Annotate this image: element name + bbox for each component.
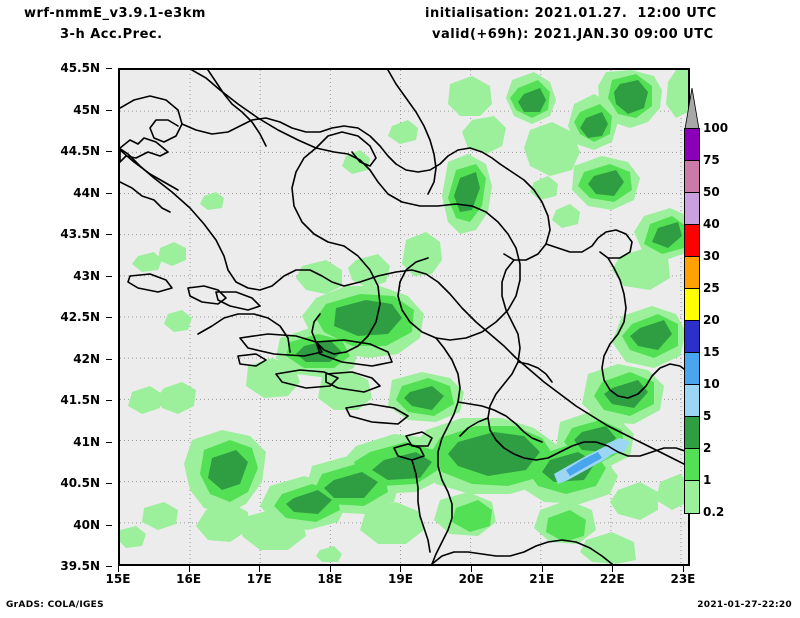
colorbar-band xyxy=(685,257,699,289)
colorbar-tick-label: 75 xyxy=(703,153,720,167)
colorbar-separator xyxy=(685,480,699,481)
x-axis-tick-label: 23E xyxy=(670,572,696,586)
x-axis-tick xyxy=(259,566,261,572)
y-axis-tick xyxy=(106,275,112,277)
y-axis-tick xyxy=(106,483,112,484)
valid-time: valid(+69h): 2021.JAN.30 09:00 UTC xyxy=(432,27,714,42)
y-axis-tick xyxy=(106,151,112,152)
grads-credit: GrADS: COLA/IGES xyxy=(6,600,104,610)
colorbar-tick-label: 1 xyxy=(703,473,712,487)
x-axis-tick-label: 15E xyxy=(105,572,131,586)
x-axis-tick xyxy=(612,566,614,572)
y-axis-tick xyxy=(106,68,112,69)
colorbar-tick-label: 10 xyxy=(703,377,720,391)
colorbar-band xyxy=(685,289,699,321)
y-axis-tick-label: 41.5N xyxy=(60,393,100,407)
x-axis-tick-label: 19E xyxy=(388,572,413,586)
y-axis-tick-label: 45N xyxy=(73,102,100,117)
y-axis-tick xyxy=(106,400,112,401)
colorbar-separator xyxy=(685,352,699,353)
x-axis-tick xyxy=(188,566,190,572)
x-axis-tick-label: 20E xyxy=(458,572,484,586)
colorbar-band xyxy=(685,417,699,449)
y-axis-tick xyxy=(106,566,112,567)
x-axis-tick xyxy=(400,566,402,572)
colorbar-band xyxy=(685,385,699,417)
x-axis-tick-label: 21E xyxy=(529,572,555,586)
colorbar-tick-label: 20 xyxy=(703,313,720,327)
precipitation-map xyxy=(120,70,688,564)
x-axis-tick xyxy=(329,566,331,572)
y-axis-tick-label: 43.5N xyxy=(60,227,100,241)
colorbar-tick-label: 50 xyxy=(703,185,720,199)
model-title: wrf-nmmE_v3.9.1-e3km xyxy=(24,6,206,21)
colorbar-separator xyxy=(685,448,699,449)
colorbar-separator xyxy=(685,160,699,161)
x-axis-tick-label: 16E xyxy=(176,572,202,586)
colorbar-separator xyxy=(685,384,699,385)
y-axis-tick-label: 40.5N xyxy=(60,476,100,490)
colorbar-tick-label: 30 xyxy=(703,249,720,263)
x-axis-labels: 15E 16E 17E 18E 19E 20E 21E 22E 23E xyxy=(0,566,800,589)
colorbar-over-triangle xyxy=(684,88,700,129)
colorbar-tick-label: 15 xyxy=(703,345,720,359)
x-axis-tick-label: 18E xyxy=(317,572,343,586)
precipitation-shading xyxy=(120,70,688,564)
colorbar-band xyxy=(685,193,699,225)
y-axis-tick-label: 43N xyxy=(73,268,100,283)
y-axis-tick xyxy=(106,524,112,526)
y-axis-tick-label: 44.5N xyxy=(60,144,100,158)
x-axis-tick-label: 22E xyxy=(599,572,625,586)
colorbar-separator xyxy=(685,256,699,257)
colorbar-tick-label: 100 xyxy=(703,121,729,135)
y-axis-tick-label: 42.5N xyxy=(60,310,100,324)
y-axis-tick-label: 44N xyxy=(73,185,100,200)
y-axis-labels: 45.5N 45N 44.5N 44N 43.5N 43N 42.5N 42N 41.5N 41N… xyxy=(0,61,114,573)
initialisation-time: initialisation: 2021.01.27. 12:00 UTC xyxy=(425,6,717,21)
colorbar-band xyxy=(685,129,699,161)
x-axis-tick-label: 17E xyxy=(246,572,272,586)
colorbar-separator xyxy=(685,288,699,289)
colorbar-band xyxy=(685,321,699,353)
colorbar-tick-label: 2 xyxy=(703,441,712,455)
render-timestamp: 2021-01-27-22:20 xyxy=(697,600,792,610)
y-axis-tick-label: 45.5N xyxy=(60,61,100,75)
y-axis-tick xyxy=(106,234,112,235)
colorbar-separator xyxy=(685,416,699,417)
y-axis-tick xyxy=(106,192,112,194)
x-axis-tick xyxy=(541,566,543,572)
coastline-borders xyxy=(120,70,688,564)
colorbar-band xyxy=(685,161,699,193)
colorbar-tick-label: 5 xyxy=(703,409,712,423)
colorbar-separator xyxy=(685,224,699,225)
field-title: 3-h Acc.Prec. xyxy=(60,27,163,42)
colorbar-tick-label: 0.2 xyxy=(703,505,725,519)
y-axis-tick xyxy=(106,358,112,360)
y-axis-tick-label: 42N xyxy=(73,351,100,366)
y-axis-tick xyxy=(106,441,112,443)
precipitation-colorbar xyxy=(684,128,700,514)
map-plot-area xyxy=(118,68,690,566)
y-axis-tick-label: 40N xyxy=(73,517,100,532)
y-axis-tick-label: 39.5N xyxy=(60,559,100,573)
colorbar-band xyxy=(685,353,699,385)
x-axis-tick xyxy=(471,566,473,572)
colorbar-band xyxy=(685,225,699,257)
colorbar-tick-label: 40 xyxy=(703,217,720,231)
colorbar-tick-label: 25 xyxy=(703,281,720,295)
y-axis-tick-label: 41N xyxy=(73,434,100,449)
colorbar-separator xyxy=(685,192,699,193)
colorbar-band xyxy=(685,481,699,513)
x-axis-tick xyxy=(682,566,684,572)
y-axis-tick xyxy=(106,317,112,318)
y-axis-tick xyxy=(106,109,112,111)
colorbar-separator xyxy=(685,320,699,321)
colorbar-band xyxy=(685,449,699,481)
x-axis-tick xyxy=(118,566,119,572)
